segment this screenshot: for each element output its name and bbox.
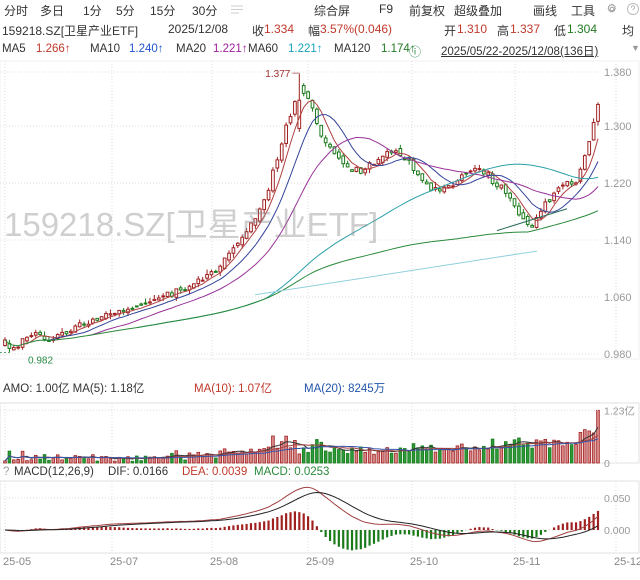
svg-text:1.377: 1.377 — [265, 69, 290, 80]
svg-text:0: 0 — [604, 458, 610, 470]
svg-text:0.000: 0.000 — [604, 525, 630, 537]
svg-text:1.380: 1.380 — [604, 67, 632, 79]
svg-text:0.982: 0.982 — [28, 356, 53, 367]
svg-text:1.060: 1.060 — [604, 292, 632, 304]
svg-text:0.980: 0.980 — [604, 349, 632, 361]
svg-text:1.300: 1.300 — [604, 121, 632, 133]
svg-text:1.23亿: 1.23亿 — [604, 404, 635, 417]
svg-text:1.220: 1.220 — [604, 178, 632, 190]
svg-text:0.050: 0.050 — [604, 493, 630, 505]
